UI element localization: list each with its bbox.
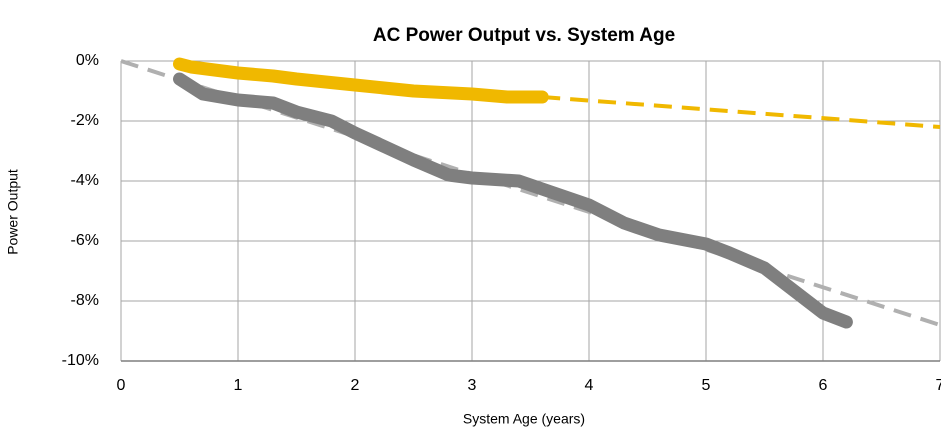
x-tick-label: 2 [351,377,360,394]
y-tick-label: -8% [71,292,99,309]
x-tick-label: 0 [117,377,126,394]
data-line [173,57,549,104]
chart-title: AC Power Output vs. System Age [373,25,675,46]
y-tick-label: -4% [71,172,99,189]
x-tick-label: 3 [468,377,477,394]
x-tick-label: 4 [585,377,594,394]
y-axis-label: Power Output [5,169,21,255]
y-tick-label: 0% [76,52,99,69]
x-tick-label: 1 [234,377,243,394]
x-axis-label: System Age (years) [463,411,585,427]
data-line [173,72,853,329]
x-tick-label: 5 [702,377,711,394]
trend-line [542,95,941,129]
y-tick-label: -10% [62,352,99,369]
x-tick-label: 6 [819,377,828,394]
y-tick-label: -2% [71,112,99,129]
y-tick-label: -6% [71,232,99,249]
x-tick-label: 7 [936,377,941,394]
